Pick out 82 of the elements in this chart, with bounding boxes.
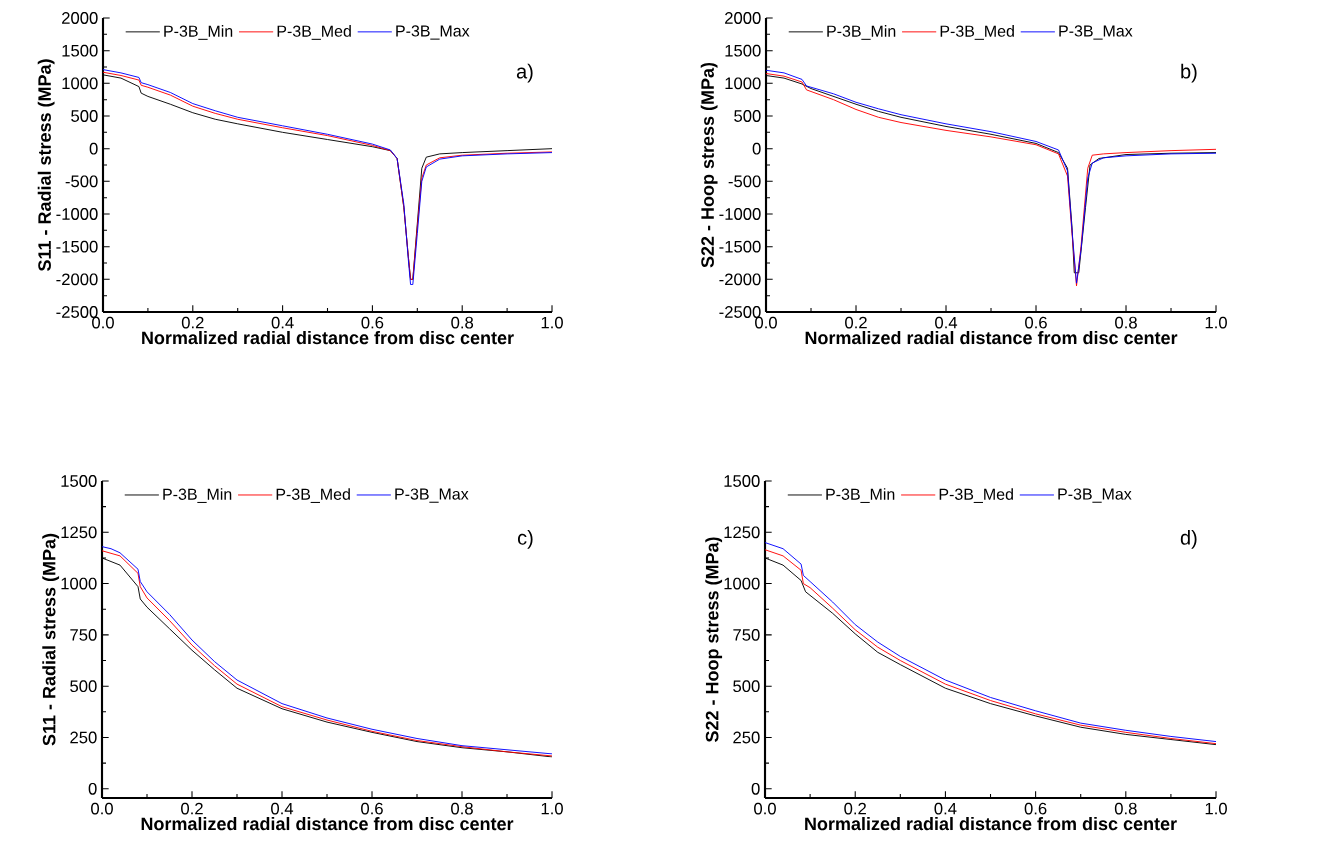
- annotation: a): [516, 63, 533, 83]
- y-axis-title: S22 - Hoop stress (MPa): [700, 62, 718, 268]
- y-tick-label: -1000: [56, 208, 98, 220]
- y-tick-label: 750: [70, 628, 97, 641]
- x-tick-label: 0.0: [92, 316, 114, 329]
- y-tick-label: 2000: [62, 12, 98, 24]
- legend-label: P-3B_Min: [163, 488, 232, 503]
- annotation: c): [518, 530, 533, 549]
- x-tick-label: 0.2: [844, 802, 866, 815]
- y-tick-label: 1500: [62, 44, 98, 57]
- x-tick-label: 0.2: [181, 802, 203, 815]
- x-axis-title: Normalized radial distance from disc center: [805, 330, 1178, 345]
- x-tick-label: 0.8: [451, 316, 474, 329]
- x-tick-label: 0.2: [181, 316, 204, 329]
- legend-label: P-3B_Med: [277, 25, 351, 40]
- x-axis-title: Normalized radial distance from disc center: [141, 816, 514, 831]
- legend-label: P-3B_Max: [395, 488, 469, 503]
- y-tick-label: 2000: [725, 12, 761, 24]
- x-tick-label: 0.6: [1025, 316, 1047, 329]
- y-tick-label: -2500: [56, 306, 98, 318]
- y-axis-title: S11 - Radial stress (MPa): [37, 59, 55, 272]
- y-tick-label: -1500: [719, 240, 761, 253]
- x-axis-title: Normalized radial distance from disc center: [142, 330, 514, 345]
- legend-label: P-3B_Med: [276, 488, 350, 503]
- y-tick-label: 0: [751, 782, 760, 795]
- y-tick-label: 1500: [725, 44, 761, 57]
- x-tick-label: 0.4: [934, 802, 957, 815]
- y-tick-label: 250: [733, 731, 760, 744]
- legend-label: P-3B_Med: [940, 25, 1014, 40]
- legend-label: P-3B_Max: [1058, 488, 1132, 503]
- x-tick-label: 1.0: [1205, 316, 1227, 329]
- y-tick-label: -2000: [56, 273, 98, 286]
- x-tick-label: 0.6: [1024, 802, 1047, 815]
- y-tick-label: -2500: [719, 306, 761, 318]
- annotation: b): [1181, 63, 1197, 83]
- y-tick-label: 500: [70, 680, 97, 693]
- y-tick-label: 500: [71, 110, 98, 122]
- y-tick-label: -1000: [719, 208, 761, 220]
- y-tick-label: -500: [65, 175, 98, 188]
- y-tick-label: 500: [733, 680, 760, 693]
- x-tick-label: 1.0: [541, 802, 563, 815]
- y-axis-title: S11 - Radial stress (MPa): [42, 533, 60, 746]
- y-tick-label: 1250: [724, 526, 760, 539]
- x-tick-label: 0.0: [755, 316, 777, 329]
- x-tick-label: 0.4: [271, 802, 294, 815]
- legend-label: P-3B_Min: [164, 25, 233, 40]
- legend-label: P-3B_Min: [827, 25, 896, 40]
- x-tick-label: 0.8: [451, 802, 473, 815]
- y-tick-label: -1500: [56, 240, 98, 253]
- y-tick-label: 1000: [725, 77, 761, 90]
- y-tick-label: 1000: [61, 577, 97, 590]
- y-tick-label: 1000: [62, 77, 98, 90]
- y-tick-label: 500: [734, 110, 761, 122]
- x-tick-label: 1.0: [1205, 802, 1227, 815]
- y-tick-label: 0: [89, 142, 98, 155]
- x-tick-label: 0.8: [1115, 316, 1137, 329]
- y-tick-label: 1500: [724, 475, 760, 487]
- legend-label: P-3B_Med: [939, 488, 1013, 503]
- y-tick-label: -2000: [719, 273, 761, 286]
- y-tick-label: -500: [728, 175, 761, 188]
- y-tick-label: 1000: [724, 577, 760, 590]
- annotation: d): [1180, 530, 1197, 549]
- y-tick-label: 250: [70, 731, 97, 744]
- y-tick-label: 750: [733, 628, 760, 641]
- legend-label: P-3B_Min: [826, 488, 895, 503]
- x-tick-label: 0.6: [361, 316, 384, 329]
- x-tick-label: 0.8: [1114, 802, 1137, 815]
- y-axis-title: S22 - Hoop stress (MPa): [705, 537, 723, 742]
- x-tick-label: 0.0: [91, 802, 113, 815]
- y-tick-label: 1250: [61, 526, 97, 539]
- x-tick-label: 0.4: [935, 316, 958, 329]
- x-tick-label: 0.4: [271, 316, 294, 329]
- legend-label: P-3B_Max: [1059, 25, 1133, 40]
- x-tick-label: 0.6: [361, 802, 383, 815]
- y-tick-label: 0: [88, 782, 97, 795]
- x-tick-label: 1.0: [541, 316, 563, 329]
- x-tick-label: 0.2: [845, 316, 867, 329]
- legend-label: P-3B_Max: [396, 25, 470, 40]
- y-tick-label: 1500: [61, 475, 97, 487]
- x-tick-label: 0.0: [754, 802, 776, 815]
- x-axis-title: Normalized radial distance from disc center: [805, 816, 1177, 831]
- y-tick-label: 0: [752, 142, 761, 155]
